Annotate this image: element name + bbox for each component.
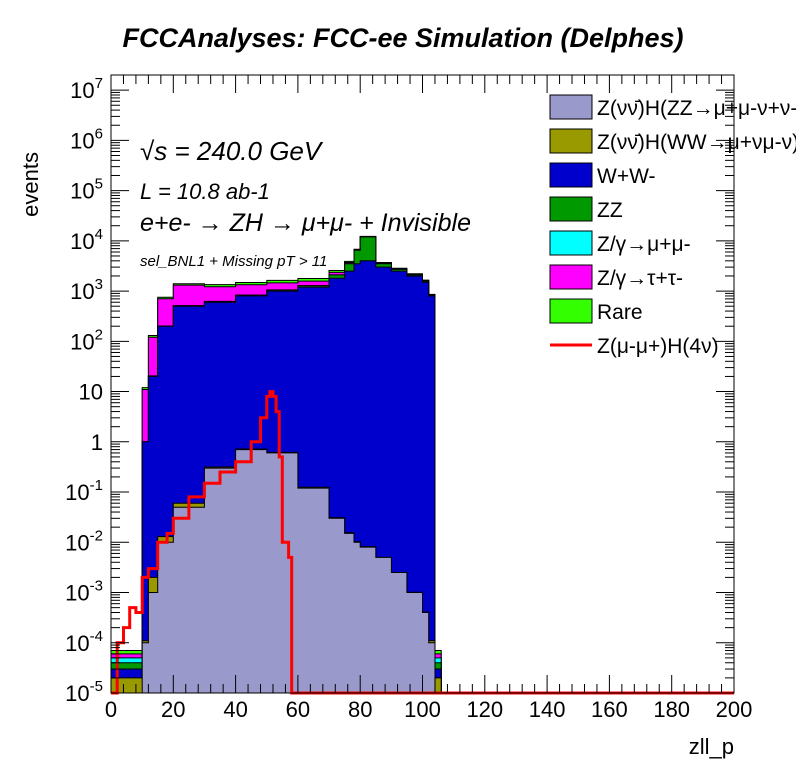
x-axis-label: zll_p [689, 734, 734, 759]
x-tick-label: 100 [404, 697, 441, 722]
y-tick-label: 106 [70, 125, 103, 153]
y-tick-label: 10-5 [65, 678, 103, 706]
selection-label: sel_BNL1 + Missing pT > 11 [140, 253, 327, 270]
y-tick-label: 105 [70, 176, 103, 204]
lumi-label: L = 10.8 ab-1 [140, 179, 270, 204]
legend-label-z-h-zz: Z(νν̄)H(ZZ→μ+μ-ν+ν-) [597, 97, 796, 120]
annotations: √s = 240.0 GeV L = 10.8 ab-1 e+e- → ZH →… [140, 136, 471, 270]
legend-swatch-z [549, 264, 593, 290]
x-tick-label: 160 [591, 697, 628, 722]
x-tick-label: 60 [286, 697, 310, 722]
y-tick-label: 102 [70, 326, 103, 354]
x-tick-label: 80 [348, 697, 372, 722]
y-tick-label: 10-3 [65, 578, 103, 606]
legend-label-z: Z/γ→τ+τ- [597, 267, 683, 290]
legend-label-rare: Rare [597, 301, 643, 324]
x-tick-label: 40 [223, 697, 247, 722]
legend-label-w-w: W+W- [597, 165, 656, 188]
legend-label-z-h-4: Z(μ-μ+)H(4ν) [597, 335, 719, 358]
y-tick-label: 104 [70, 226, 103, 254]
y-tick-label: 107 [70, 75, 103, 103]
signal-z-h-4 [111, 390, 734, 695]
y-axis-label: events [18, 152, 43, 217]
legend-swatch-z [549, 230, 593, 256]
sqrt-s-label: √s = 240.0 GeV [140, 136, 324, 166]
legend-label-zz: ZZ [597, 199, 623, 222]
x-tick-label: 180 [653, 697, 690, 722]
y-tick-label: 10-1 [65, 477, 103, 505]
process-label: e+e- → ZH → μ+μ- + Invisible [140, 209, 471, 237]
y-tick-label: 1 [91, 430, 103, 455]
y-tick-label: 10-2 [65, 527, 103, 555]
legend-label-z: Z/γ→μ+μ- [597, 233, 691, 256]
legend-swatch-w-w [549, 162, 593, 188]
x-tick-label: 20 [161, 697, 185, 722]
legend-swatch-rare [549, 298, 593, 324]
chart-title: FCCAnalyses: FCC-ee Simulation (Delphes) [122, 23, 683, 53]
x-tick-label: 200 [716, 697, 753, 722]
x-tick-label: 140 [529, 697, 566, 722]
y-tick-label: 103 [70, 276, 103, 304]
legend-swatch-z-h-zz [549, 94, 593, 120]
legend-label-z-h-ww: Z(νν̄)H(WW→μ+νμ-ν) [597, 131, 796, 154]
legend: Z(νν̄)H(ZZ→μ+μ-ν+ν-) Z(νν̄)H(WW→μ+νμ-ν) W+… [549, 94, 796, 358]
legend-swatch-zz [549, 196, 593, 222]
x-tick-label: 120 [466, 697, 503, 722]
x-tick-label: 0 [105, 697, 117, 722]
y-tick-label: 10-4 [65, 628, 103, 656]
y-tick-label: 10 [79, 380, 103, 405]
legend-swatch-z-h-ww [549, 128, 593, 154]
